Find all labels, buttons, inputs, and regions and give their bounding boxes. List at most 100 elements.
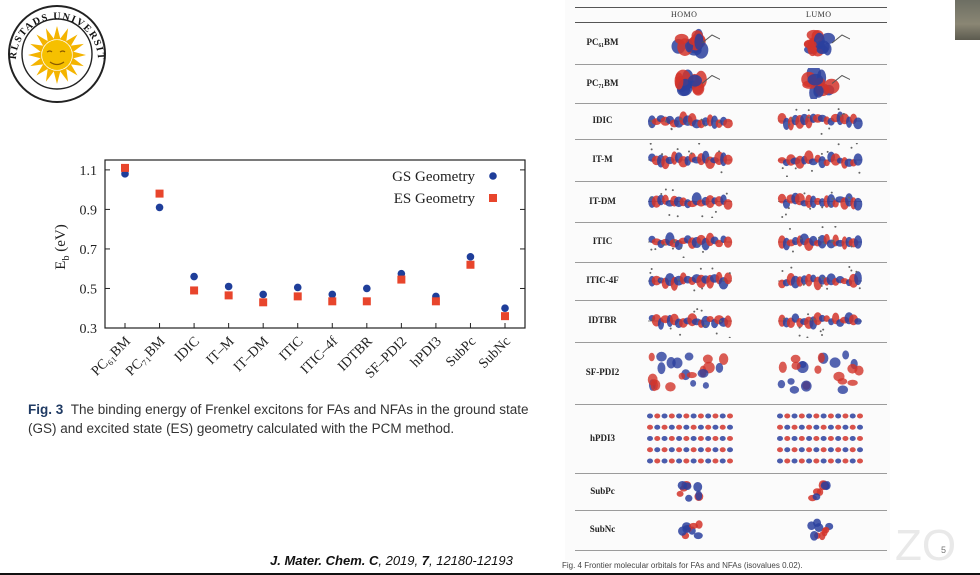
legend-label: GS Geometry: [392, 169, 475, 185]
homo-orbital-image: [642, 107, 738, 140]
mo-row-label: PC₇₁BM: [586, 77, 619, 88]
gs-point: [259, 290, 267, 299]
sun-ray: [65, 63, 78, 76]
gs-point: [363, 284, 371, 293]
row-divider: [575, 181, 887, 182]
sun-ray: [45, 28, 55, 42]
fig3-label: Fig. 3: [28, 402, 64, 417]
lumo-orbital-image: [772, 265, 868, 301]
homo-orbital-image: [642, 226, 738, 263]
row-divider: [575, 300, 887, 301]
plot-frame: [104, 159, 526, 329]
university-logo: KARLSTADS UNIVERSITET: [2, 2, 106, 103]
sun-ray: [36, 63, 49, 76]
row-divider: [575, 139, 887, 140]
fig4-caption: Fig. 4 Frontier molecular orbitals for F…: [562, 561, 803, 570]
gs-point: [466, 253, 475, 261]
row-divider: [575, 404, 887, 405]
mo-row-label: IDIC: [592, 115, 613, 125]
lumo-orbital-image: [772, 107, 868, 140]
lumo-orbital-image: [772, 142, 868, 182]
row-divider: [575, 510, 887, 511]
citation-year: , 2019,: [378, 553, 419, 568]
lumo-orbital-image: [772, 408, 868, 474]
sun-ray: [65, 34, 78, 47]
sun-ray: [59, 68, 69, 82]
mo-row-label: SubNc: [589, 524, 616, 534]
fig3-text: The binding energy of Frenkel excitons f…: [28, 402, 529, 436]
row-divider: [575, 64, 887, 65]
mo-row-label: ITIC-4F: [586, 275, 619, 285]
legend-label: ES Geometry: [394, 191, 476, 207]
homo-orbital-image: [642, 266, 738, 301]
y-tick-label: 0.3: [80, 322, 98, 337]
gs-point: [501, 304, 509, 313]
svg-text:ZO: ZO: [895, 521, 956, 565]
sun-ray: [53, 70, 61, 84]
table-top-rule: [575, 7, 887, 8]
y-tick-label: 0.9: [80, 203, 98, 218]
homo-orbital-image: [642, 408, 738, 474]
x-tick-label: IDIC: [172, 334, 203, 365]
gs-point: [190, 272, 198, 281]
legend-marker: [489, 194, 497, 202]
sun-ray: [53, 26, 61, 40]
fig3-caption: Fig. 3 The binding energy of Frenkel exc…: [28, 400, 548, 438]
gs-point: [397, 269, 406, 278]
mo-row-label: IT-M: [592, 154, 613, 164]
es-point: [501, 312, 509, 321]
y-tick-label: 1.1: [80, 164, 98, 179]
sun-ray: [70, 43, 84, 53]
gs-point: [224, 282, 233, 291]
homo-orbital-image: [660, 26, 727, 65]
page-number: 5: [941, 545, 947, 555]
lumo-orbital-image: [790, 514, 850, 551]
lumo-orbital-image: [772, 225, 868, 263]
lumo-header: LUMO: [806, 10, 832, 19]
sun-ray: [36, 34, 49, 47]
legend-marker: [489, 172, 497, 180]
row-divider: [575, 222, 887, 223]
sun-ray: [72, 51, 86, 59]
bottom-border: [0, 573, 980, 575]
homo-orbital-image: [660, 514, 720, 551]
homo-orbital-image: [660, 477, 720, 511]
mo-row-label: IT-DM: [589, 195, 616, 206]
es-point: [397, 275, 406, 284]
citation-volume: 7: [421, 553, 429, 568]
table-header-rule: [575, 22, 887, 23]
citation: J. Mater. Chem. C, 2019, 7, 12180-12193: [270, 553, 513, 568]
es-point: [466, 260, 475, 269]
es-point: [362, 297, 371, 306]
zoom-watermark-icon: ZO: [895, 521, 956, 565]
es-point: [190, 286, 199, 295]
homo-orbital-image: [642, 346, 738, 405]
citation-journal: J. Mater. Chem. C: [270, 553, 379, 568]
row-divider: [575, 262, 887, 263]
homo-orbital-image: [642, 142, 738, 182]
gs-point: [328, 290, 337, 299]
x-tick-label: IT–DM: [231, 334, 272, 375]
citation-pages: , 12180-12193: [429, 553, 513, 568]
x-tick-label: SubNc: [476, 334, 514, 372]
row-divider: [575, 550, 887, 551]
es-point: [121, 163, 129, 172]
mo-row-label: ITIC: [592, 236, 613, 246]
es-point: [293, 292, 302, 301]
x-tick-label: SubPc: [443, 334, 479, 370]
homo-header: HOMO: [671, 10, 698, 19]
y-tick-label: 0.7: [80, 243, 98, 258]
homo-orbital-image: [642, 304, 738, 343]
mo-row-label: hPDI3: [589, 432, 615, 443]
lumo-orbital-image: [772, 185, 868, 223]
sun-ray: [45, 68, 55, 82]
row-divider: [575, 342, 887, 343]
sun-ray: [70, 57, 84, 67]
lumo-orbital-image: [772, 304, 868, 343]
mo-row-label: PC₆₁BM: [586, 37, 619, 47]
row-divider: [575, 103, 887, 104]
gs-point: [121, 170, 129, 178]
sun-ray: [30, 57, 44, 67]
y-tick-label: 0.5: [80, 282, 98, 297]
